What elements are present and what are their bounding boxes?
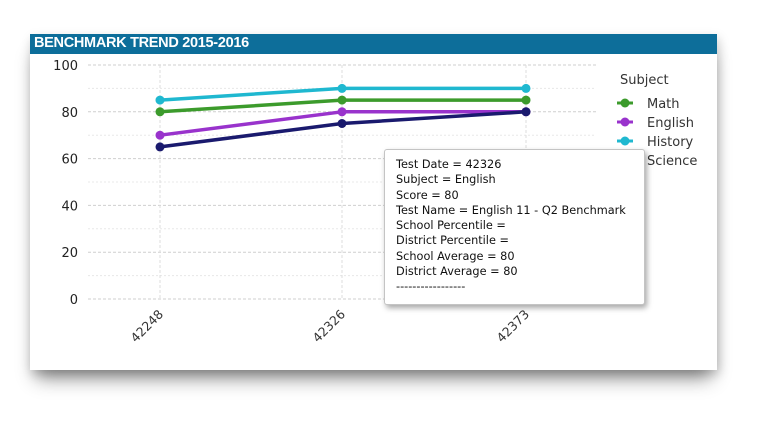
data-point-tooltip: Test Date = 42326 Subject = English Score …	[384, 149, 645, 305]
chart-title-bar: BENCHMARK TREND 2015-2016	[30, 34, 717, 54]
tooltip-line: Score = 80	[396, 188, 459, 202]
legend-swatch-math	[620, 98, 630, 108]
legend-swatch-english	[620, 117, 630, 127]
tooltip-line: -----------------	[396, 280, 466, 294]
chart-card: BENCHMARK TREND 2015-2016 0 20 40 60 80 100 42…	[30, 34, 717, 370]
tooltip-line: School Average = 80	[396, 249, 515, 263]
tooltip-line: District Percentile =	[396, 234, 509, 248]
data-point-english	[337, 107, 347, 117]
data-point-math	[521, 95, 531, 105]
data-point-english	[155, 130, 165, 140]
data-point-history	[521, 83, 531, 93]
legend-label-english: English	[647, 116, 694, 131]
legend-label-math: Math	[647, 97, 680, 112]
y-tick-label: 100	[53, 59, 78, 74]
x-tick-label: 42248	[127, 306, 166, 345]
legend-swatch-history	[620, 136, 630, 146]
data-point-science	[521, 107, 531, 117]
y-tick-label: 0	[70, 293, 78, 308]
y-tick-label: 80	[61, 106, 78, 121]
data-point-science	[337, 119, 347, 128]
tooltip-line: School Percentile =	[396, 219, 506, 233]
tooltip-line: District Average = 80	[396, 265, 518, 279]
x-tick-label: 42326	[309, 306, 348, 345]
legend-title: Subject	[620, 73, 669, 88]
tooltip-line: Test Date = 42326	[396, 158, 502, 171]
tooltip-line: Test Name = English 11 - Q2 Benchmark	[396, 203, 626, 217]
y-tick-label: 60	[61, 153, 78, 168]
data-point-math	[155, 107, 165, 117]
legend-label-history: History	[647, 135, 694, 150]
y-tick-label: 40	[61, 199, 78, 214]
data-point-math	[337, 95, 347, 105]
data-point-history	[337, 83, 347, 93]
x-tick-label: 42373	[493, 307, 532, 346]
data-point-science	[155, 142, 165, 152]
y-tick-label: 20	[61, 246, 78, 261]
legend-label-science: Science	[647, 154, 697, 169]
data-point-history	[155, 95, 165, 105]
chart-title: BENCHMARK TREND 2015-2016	[34, 35, 249, 51]
tooltip-line: Subject = English	[396, 173, 496, 187]
